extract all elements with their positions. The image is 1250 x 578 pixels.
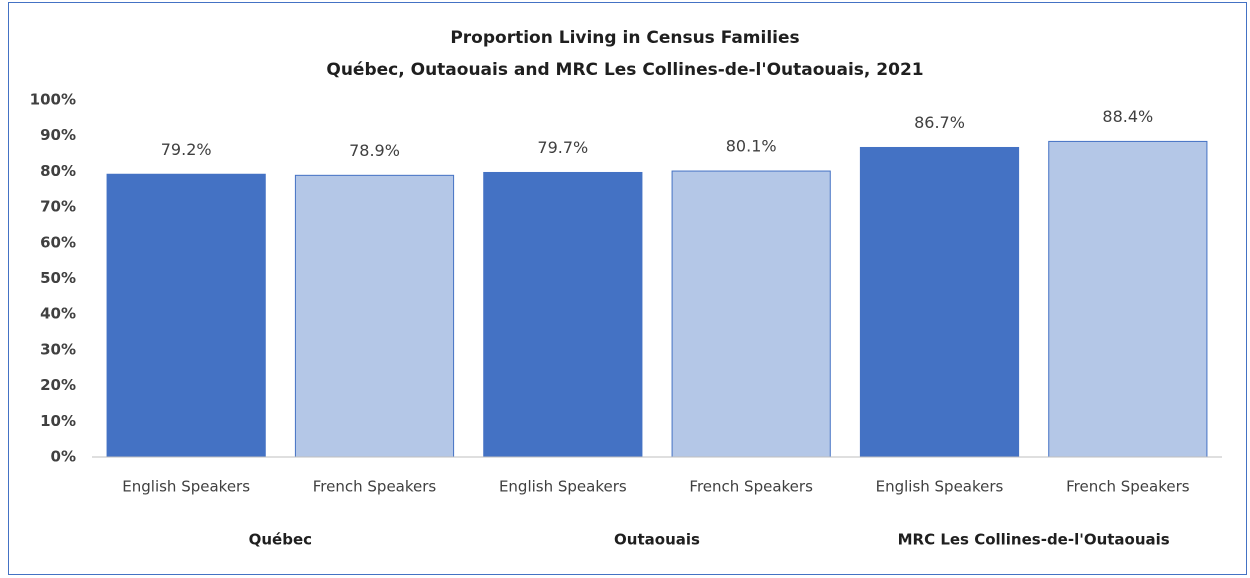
bar — [106, 173, 266, 458]
x-tick-label: English Speakers — [122, 478, 250, 496]
y-tick-label: 60% — [40, 233, 76, 251]
y-tick-label: 0% — [51, 448, 76, 466]
chart-subtitle: Québec, Outaouais and MRC Les Collines-d… — [326, 60, 923, 80]
x-tick-label: English Speakers — [876, 478, 1004, 496]
bar — [671, 170, 831, 458]
x-tick-label: French Speakers — [689, 478, 813, 496]
y-tick-label: 20% — [40, 376, 76, 394]
bar — [1048, 140, 1208, 458]
bar — [294, 174, 455, 458]
x-tick-label: English Speakers — [499, 478, 627, 496]
group-label: Québec — [249, 531, 312, 549]
group-label: MRC Les Collines-de-l'Outaouais — [898, 531, 1170, 549]
data-label: 86.7% — [914, 113, 965, 132]
bar — [483, 171, 643, 458]
data-label: 78.9% — [349, 141, 400, 160]
data-label: 79.2% — [161, 140, 212, 159]
data-label: 80.1% — [726, 137, 777, 156]
data-label: 88.4% — [1102, 107, 1153, 126]
y-tick-label: 40% — [40, 305, 76, 323]
y-tick-label: 10% — [40, 412, 76, 430]
group-label: Outaouais — [614, 531, 700, 549]
chart-title: Proportion Living in Census Families — [450, 28, 799, 48]
y-tick-label: 90% — [40, 126, 76, 144]
bar — [859, 146, 1020, 458]
y-tick-label: 50% — [40, 269, 76, 287]
data-label: 79.7% — [537, 138, 588, 157]
y-tick-label: 70% — [40, 198, 76, 216]
y-tick-label: 30% — [40, 340, 76, 358]
y-tick-label: 80% — [40, 162, 76, 180]
x-tick-label: French Speakers — [313, 478, 437, 496]
y-tick-label: 100% — [30, 91, 76, 109]
x-tick-label: French Speakers — [1066, 478, 1190, 496]
